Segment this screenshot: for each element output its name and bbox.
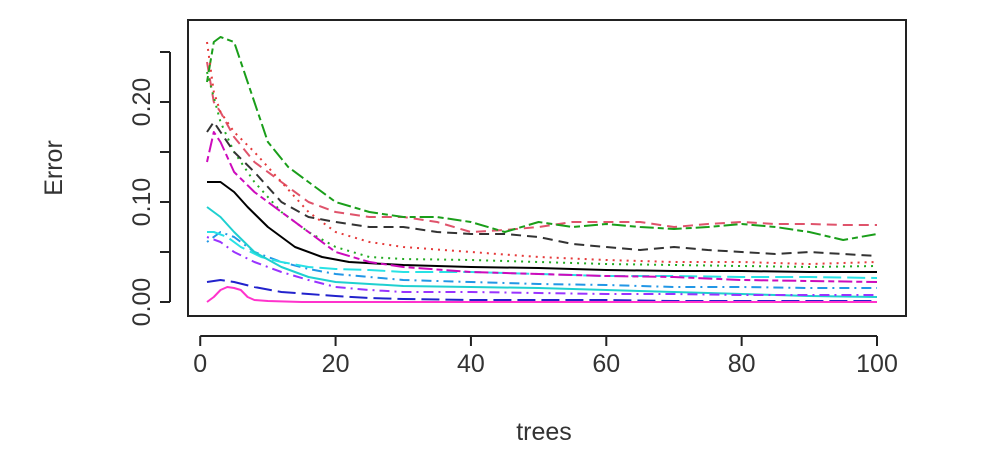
- series-line-4: [206, 231, 877, 289]
- series-line-6: [206, 131, 878, 283]
- x-tick-label-60: 60: [592, 350, 620, 378]
- series-line-13: [206, 286, 877, 303]
- y-axis-title: Error: [40, 140, 68, 196]
- x-tick-label-100: 100: [856, 350, 898, 378]
- series-line-9: [206, 41, 878, 265]
- series-line-7: [206, 36, 878, 241]
- x-axis-title: trees: [516, 418, 572, 446]
- series-line-10: [206, 206, 878, 298]
- x-axis: 0 20 40 60 80 100: [193, 335, 898, 378]
- plot-frame: [187, 19, 907, 317]
- series-line-11: [206, 279, 877, 302]
- x-tick-label-20: 20: [322, 350, 350, 378]
- series-line-5: [207, 231, 878, 279]
- x-tick-label-80: 80: [728, 350, 756, 378]
- y-axis: 0.00 0.10 0.20: [128, 51, 171, 327]
- x-tick-label-40: 40: [457, 350, 485, 378]
- y-tick-label-4: 0.20: [128, 78, 156, 127]
- series-line-12: [206, 236, 877, 296]
- y-tick-label-0: 0.00: [128, 278, 156, 327]
- x-tick-label-0: 0: [193, 350, 207, 378]
- plot-series: [206, 36, 878, 303]
- y-tick-label-2: 0.10: [128, 178, 156, 227]
- series-line-2: [206, 61, 877, 233]
- series-line-8: [206, 121, 878, 257]
